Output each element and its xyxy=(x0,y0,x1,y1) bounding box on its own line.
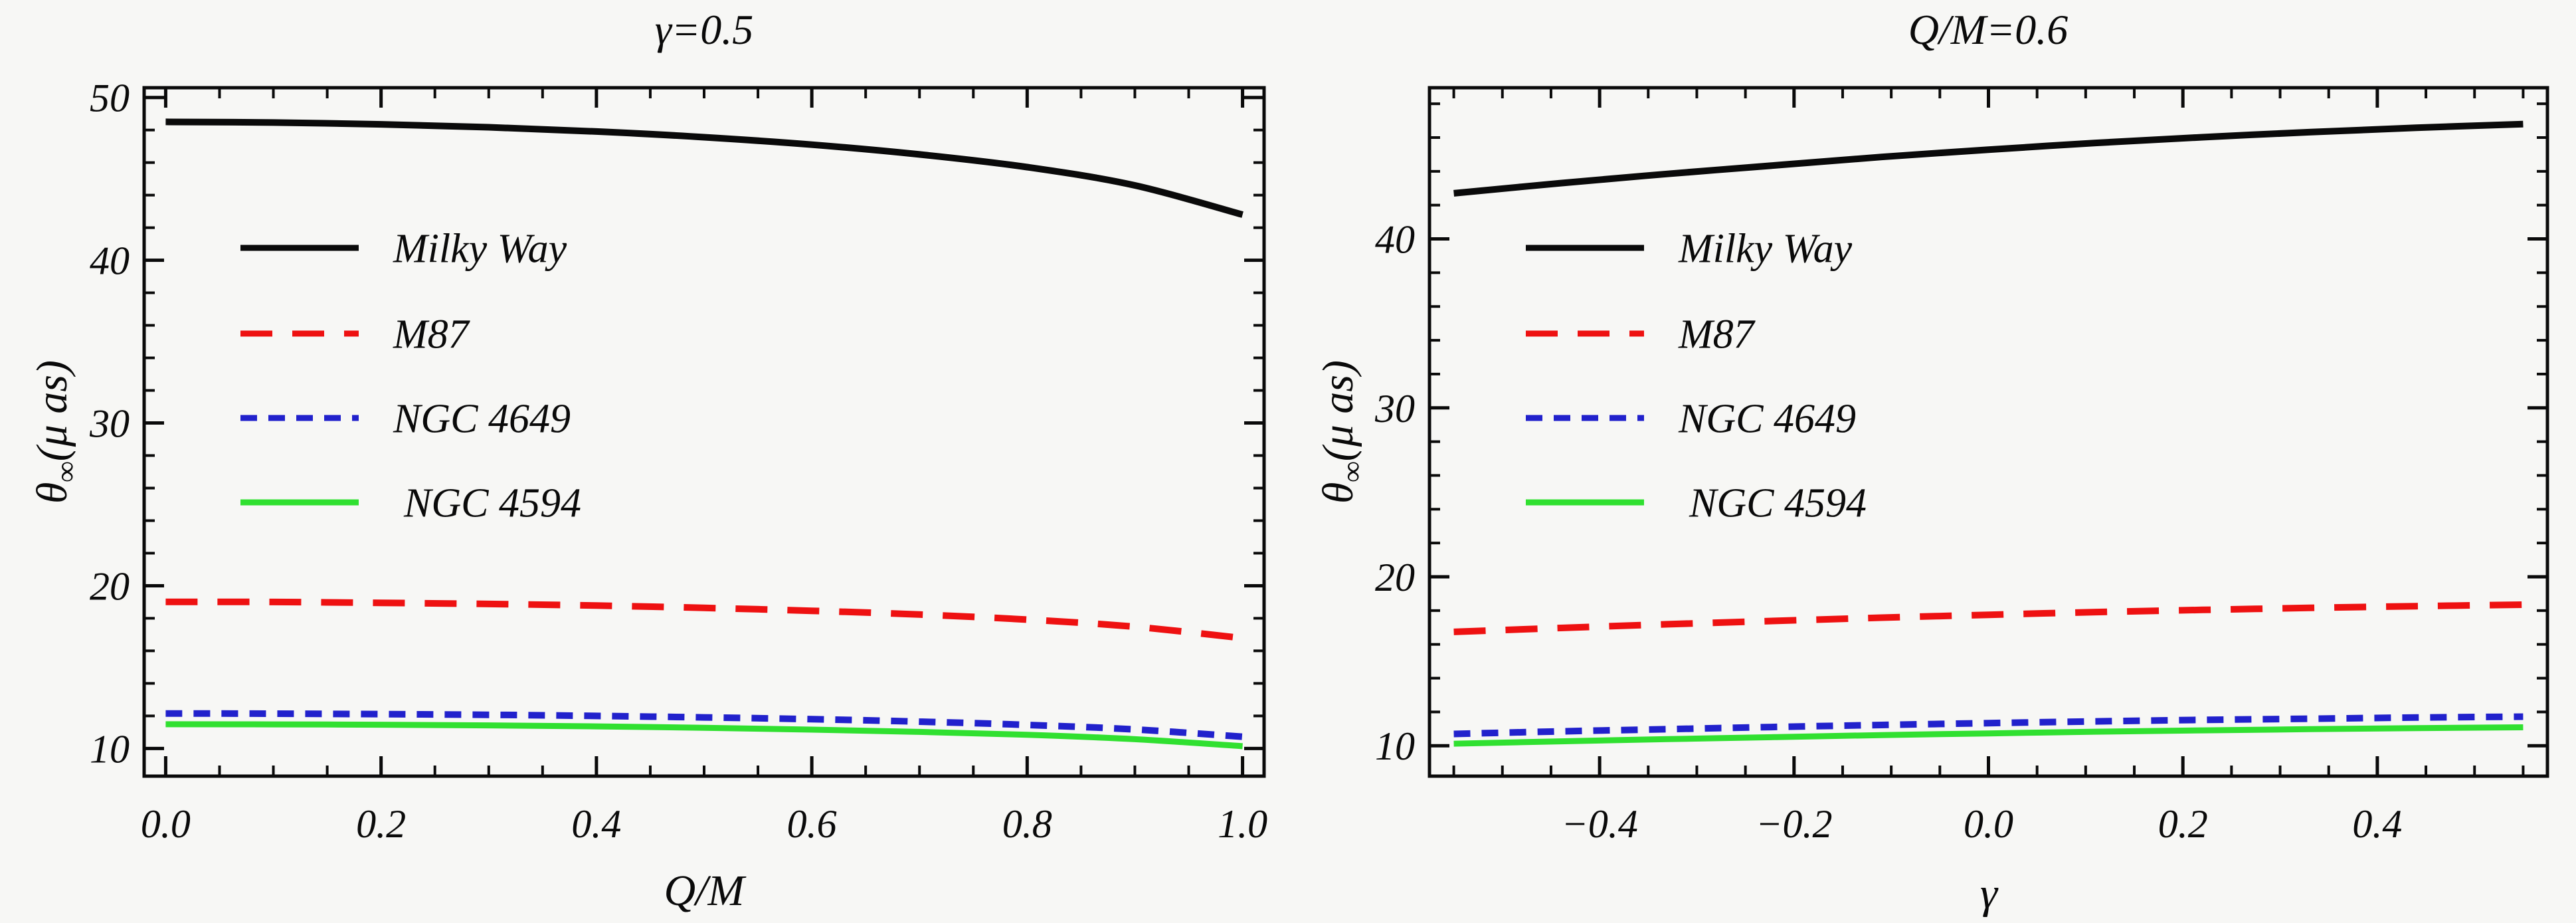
x-tick-label: 0.6 xyxy=(787,802,837,846)
x-tick-label: 0.0 xyxy=(141,802,191,846)
series-curve-ngc-4594 xyxy=(1453,724,2524,747)
x-tick-label: 0.4 xyxy=(571,802,621,846)
panel-left-plot-area: 0.0 0.2 0.4 0.6 0.8 1.0 10 20 30 40 50 xyxy=(89,76,1267,846)
series-curve-m87 xyxy=(1453,601,2524,635)
x-tick-label: −0.4 xyxy=(1561,802,1638,846)
y-tick-label: 30 xyxy=(89,402,130,446)
panel-left-title: γ=0.5 xyxy=(655,6,753,53)
y-tick-label: 50 xyxy=(90,76,130,120)
x-tick-label: 0.0 xyxy=(1964,802,2013,846)
x-tick-label: 0.2 xyxy=(356,802,406,846)
legend-label-milky-way: Milky Way xyxy=(1678,227,1853,272)
panel-right-plot-area: −0.4 −0.2 0.0 0.2 0.4 10 20 30 40 xyxy=(1374,88,2547,846)
legend-label-ngc-4649: NGC 4649 xyxy=(1678,397,1856,442)
y-tick-label: 40 xyxy=(1375,218,1415,262)
x-tick-label: 0.2 xyxy=(2158,802,2208,846)
y-tick-label: 30 xyxy=(1374,387,1415,431)
legend-label-ngc-4649: NGC 4649 xyxy=(393,397,571,442)
y-tick-label: 10 xyxy=(1375,724,1415,768)
legend-label-ngc-4594: NGC 4594 xyxy=(1689,481,1867,526)
panel-left-y-axis-label: θ∞(μ as) xyxy=(28,360,82,504)
series-curve-milky-way xyxy=(165,118,1243,218)
panel-left: 0.0 0.2 0.4 0.6 0.8 1.0 10 20 30 40 50 γ=0.5 Q/M θ… xyxy=(28,6,1267,915)
series-curve-ngc-4594 xyxy=(165,721,1243,750)
series-curve-ngc-4649 xyxy=(1453,713,2524,738)
x-tick-label: 0.8 xyxy=(1002,802,1052,846)
panel-right-legend: Milky Way M87 NGC 4649 NGC 4594 xyxy=(1526,227,1867,526)
plot-frame-left xyxy=(142,86,1266,778)
legend-label-milky-way: Milky Way xyxy=(393,227,567,272)
x-tick-label: 0.4 xyxy=(2352,802,2402,846)
panel-right-title: Q/M=0.6 xyxy=(1908,6,2069,53)
y-tick-label: 40 xyxy=(90,239,130,283)
panel-left-x-axis-label: Q/M xyxy=(664,867,747,915)
series-curve-milky-way xyxy=(1453,120,2524,197)
series-curve-ngc-4649 xyxy=(165,710,1243,740)
series-curve-m87 xyxy=(165,598,1243,642)
plot-frame-right xyxy=(1427,86,2549,778)
y-tick-label: 10 xyxy=(90,727,130,771)
panel-right-x-axis-label: γ xyxy=(1980,869,1999,918)
panel-right-y-axis-label: θ∞(μ as) xyxy=(1314,360,1368,504)
x-tick-label: 1.0 xyxy=(1218,802,1267,846)
legend-label-m87: M87 xyxy=(393,312,471,358)
panel-left-legend: Milky Way M87 NGC 4649 NGC 4594 xyxy=(240,227,581,526)
legend-label-ngc-4594: NGC 4594 xyxy=(403,481,581,526)
x-tick-label: −0.2 xyxy=(1756,802,1833,846)
panel-right: −0.4 −0.2 0.0 0.2 0.4 10 20 30 40 Q/M=0.6 γ θ∞(μ… xyxy=(1314,6,2549,918)
y-tick-label: 20 xyxy=(1375,556,1415,599)
legend-label-m87: M87 xyxy=(1678,312,1756,358)
y-tick-label: 20 xyxy=(90,564,130,608)
